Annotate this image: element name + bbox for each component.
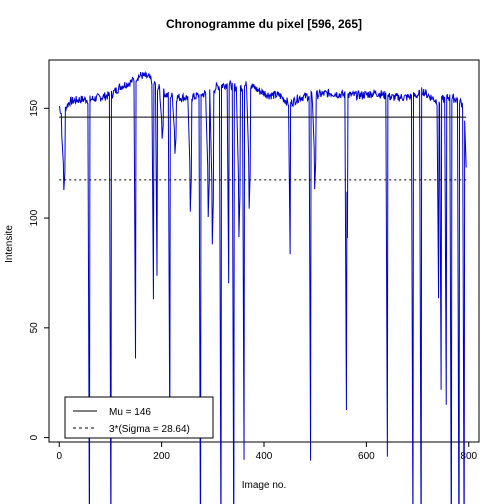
x-tick-label: 600 xyxy=(358,451,375,462)
y-axis-label: Intensite xyxy=(4,225,15,263)
x-tick-label: 0 xyxy=(56,451,62,462)
x-axis-label: Image no. xyxy=(242,480,286,491)
y-tick-label: 0 xyxy=(29,434,40,440)
legend-threshold-label: 3*(Sigma = 28.64) xyxy=(109,424,190,435)
intensity-series-line xyxy=(58,71,467,504)
x-tick-label: 400 xyxy=(256,451,273,462)
legend-box xyxy=(64,396,214,439)
legend: Mu = 146 3*(Sigma = 28.64) xyxy=(64,396,214,439)
y-axis: 0 50 100 150 xyxy=(29,100,49,440)
plot-area xyxy=(58,71,467,504)
legend-mean-label: Mu = 146 xyxy=(109,407,151,418)
x-tick-label: 200 xyxy=(153,451,170,462)
x-tick-label: 800 xyxy=(460,451,477,462)
y-tick-label: 150 xyxy=(29,100,40,117)
x-axis: 0 200 400 600 800 xyxy=(56,442,478,462)
y-tick-label: 50 xyxy=(29,322,40,334)
y-tick-label: 100 xyxy=(29,209,40,226)
chart-title: Chronogramme du pixel [596, 265] xyxy=(166,17,362,31)
